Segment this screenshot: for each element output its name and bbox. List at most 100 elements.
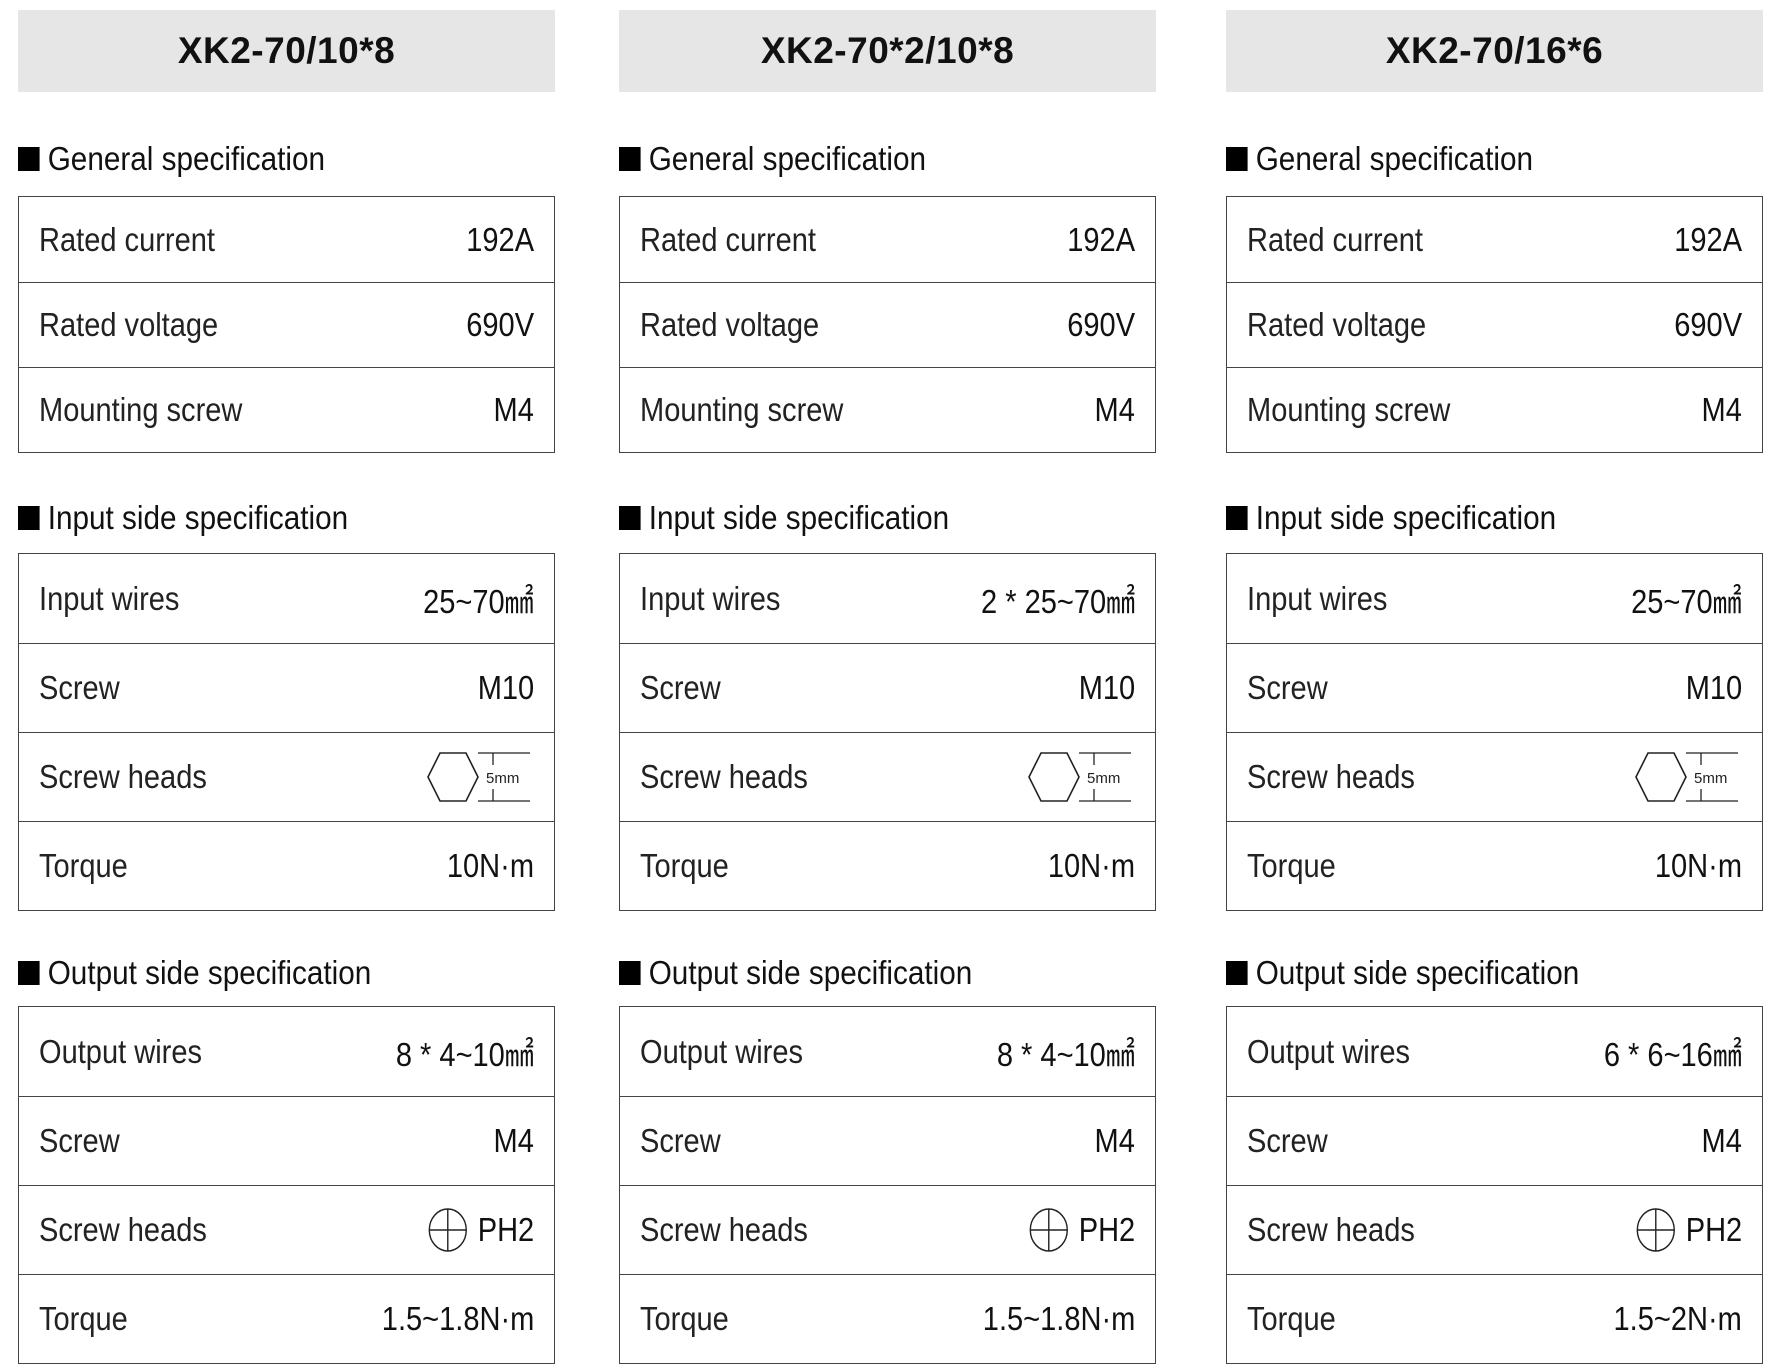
model-title: XK2-70*2/10*8 [619, 10, 1156, 92]
phillips-head-icon [1029, 1208, 1068, 1252]
input-torque-value: 10N·m [1047, 847, 1135, 884]
input-wires-row: Input wires 25~70㎟ [19, 554, 554, 643]
input-screw-value: M10 [1685, 669, 1742, 706]
output-wires-value: 8 * 4~10㎟ [395, 1035, 534, 1073]
rated-voltage-value: 690V [1674, 306, 1742, 343]
input-spec-table: Input wires 2 * 25~70㎟ Screw M10 Screw h… [619, 553, 1156, 911]
general-spec-table: Rated current 192A Rated voltage 690V Mo… [18, 196, 555, 453]
output-screw-value: M4 [1094, 1122, 1135, 1159]
input-screw-value: M10 [1078, 669, 1135, 706]
output-spec-table: Output wires 8 * 4~10㎟ Screw M4 Screw he… [619, 1006, 1156, 1364]
black-square-icon [1226, 961, 1248, 985]
rated-voltage-row: Rated voltage 690V [1227, 282, 1762, 367]
rated-current-value: 192A [1674, 220, 1742, 258]
output-section-title: Output side specification [18, 953, 371, 993]
hex-socket-icon: 5mm [1634, 749, 1742, 805]
output-spec-table: Output wires 8 * 4~10㎟ Screw M4 Screw he… [18, 1006, 555, 1364]
input-wires-value: 2 * 25~70㎟ [980, 582, 1135, 620]
general-section-title: General specification [18, 139, 325, 179]
output-torque-row: Torque 1.5~2N·m [1227, 1274, 1762, 1363]
input-torque-value: 10N·m [446, 847, 534, 884]
black-square-icon [619, 147, 641, 171]
output-section-title: Output side specification [1226, 953, 1579, 993]
black-square-icon [18, 961, 40, 985]
rated-voltage-value: 690V [1067, 306, 1135, 343]
output-wires-row: Output wires 6 * 6~16㎟ [1227, 1007, 1762, 1096]
input-screw-value: M10 [477, 669, 534, 706]
black-square-icon [1226, 506, 1248, 530]
general-spec-table: Rated current 192A Rated voltage 690V Mo… [1226, 196, 1763, 453]
input-screw-heads-row: Screw heads 5mm [620, 732, 1155, 821]
rated-current-row: Rated current 192A [1247, 220, 1742, 258]
output-torque-value: 1.5~2N·m [1613, 1300, 1742, 1337]
input-wires-row: Input wires 2 * 25~70㎟ [620, 554, 1155, 643]
output-torque-value: 1.5~1.8N·m [982, 1300, 1135, 1337]
output-wires-value: 8 * 4~10㎟ [996, 1035, 1135, 1073]
output-torque-row: Torque 1.5~1.8N·m [19, 1274, 554, 1363]
rated-current-value: 192A [1067, 220, 1135, 258]
general-spec-table: Rated current 192A Rated voltage 690V Mo… [619, 196, 1156, 453]
output-screw-row: Screw M4 [1227, 1096, 1762, 1185]
input-torque-row: Torque 10N·m [19, 821, 554, 910]
mounting-screw-row: Mounting screw M4 [1227, 367, 1762, 452]
hex-socket-icon: 5mm [426, 749, 534, 805]
mounting-screw-row: Mounting screw M4 [620, 367, 1155, 452]
input-spec-table: Input wires 25~70㎟ Screw M10 Screw heads… [18, 553, 555, 911]
input-screw-row: Screw M10 [19, 643, 554, 732]
mounting-screw-value: M4 [1094, 391, 1135, 428]
output-screw-value: M4 [493, 1122, 534, 1159]
input-screw-row: Screw M10 [1227, 643, 1762, 732]
output-screw-heads-row: Screw heads PH2 [1227, 1185, 1762, 1274]
input-wires-value: 25~70㎟ [423, 582, 534, 620]
input-screw-heads-row: Screw heads 5mm [19, 732, 554, 821]
output-torque-value: 1.5~1.8N·m [381, 1300, 534, 1337]
black-square-icon [18, 147, 40, 171]
phillips-head-icon [428, 1208, 467, 1252]
black-square-icon [1226, 147, 1248, 171]
output-screw-value: M4 [1701, 1122, 1742, 1159]
input-section-title: Input side specification [1226, 498, 1556, 538]
hex-size-label: 5mm [1087, 770, 1120, 787]
hex-size-label: 5mm [486, 770, 519, 787]
input-torque-row: Torque 10N·m [1227, 821, 1762, 910]
input-section-title: Input side specification [18, 498, 348, 538]
output-screw-row: Screw M4 [620, 1096, 1155, 1185]
output-screw-head-value: PH2 [426, 1206, 534, 1254]
rated-voltage-row: Rated voltage 690V [620, 282, 1155, 367]
output-screw-row: Screw M4 [19, 1096, 554, 1185]
rated-current-row: Rated current 192A [39, 220, 534, 258]
output-screw-heads-row: Screw heads PH2 [620, 1185, 1155, 1274]
output-wires-row: Output wires 8 * 4~10㎟ [620, 1007, 1155, 1096]
output-spec-table: Output wires 6 * 6~16㎟ Screw M4 Screw he… [1226, 1006, 1763, 1364]
black-square-icon [619, 961, 641, 985]
output-section-title: Output side specification [619, 953, 972, 993]
output-screw-heads-row: Screw heads PH2 [19, 1185, 554, 1274]
input-section-title: Input side specification [619, 498, 949, 538]
phillips-head-icon [1636, 1208, 1675, 1252]
output-screw-head-value: PH2 [1634, 1206, 1742, 1254]
input-screw-row: Screw M10 [620, 643, 1155, 732]
input-torque-value: 10N·m [1654, 847, 1742, 884]
rated-current-value: 192A [466, 220, 534, 258]
input-wires-value: 25~70㎟ [1631, 582, 1742, 620]
input-screw-heads-row: Screw heads 5mm [1227, 732, 1762, 821]
input-spec-table: Input wires 25~70㎟ Screw M10 Screw heads… [1226, 553, 1763, 911]
rated-voltage-value: 690V [466, 306, 534, 343]
input-torque-row: Torque 10N·m [620, 821, 1155, 910]
output-torque-row: Torque 1.5~1.8N·m [620, 1274, 1155, 1363]
black-square-icon [619, 506, 641, 530]
model-title: XK2-70/10*8 [18, 10, 555, 92]
input-wires-row: Input wires 25~70㎟ [1227, 554, 1762, 643]
output-wires-value: 6 * 6~16㎟ [1603, 1035, 1742, 1073]
rated-voltage-row: Rated voltage 690V [19, 282, 554, 367]
general-section-title: General specification [619, 139, 926, 179]
output-screw-head-value: PH2 [1027, 1206, 1135, 1254]
mounting-screw-row: Mounting screw M4 [19, 367, 554, 452]
hex-size-label: 5mm [1694, 770, 1727, 787]
rated-current-row: Rated current 192A [640, 220, 1135, 258]
hex-socket-icon: 5mm [1027, 749, 1135, 805]
output-wires-row: Output wires 8 * 4~10㎟ [19, 1007, 554, 1096]
black-square-icon [18, 506, 40, 530]
model-title: XK2-70/16*6 [1226, 10, 1763, 92]
mounting-screw-value: M4 [1701, 391, 1742, 428]
